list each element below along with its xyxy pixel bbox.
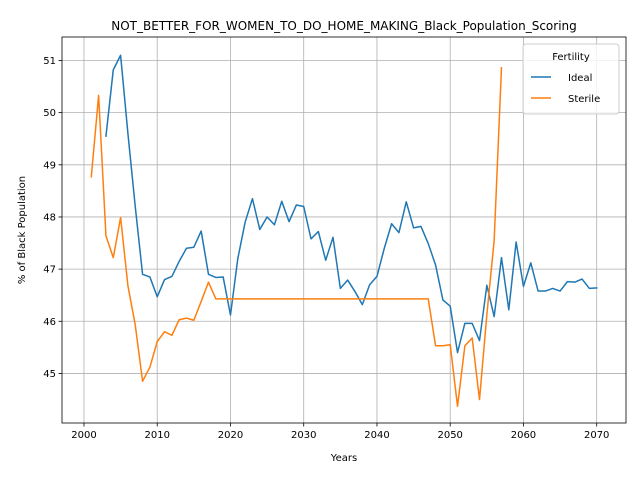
series-layer [90,54,598,408]
y-tick-label: 46 [43,317,56,328]
legend-box [522,43,620,115]
chart-title: NOT_BETTER_FOR_WOMEN_TO_DO_HOME_MAKING_B… [111,19,577,33]
y-axis-label: % of Black Population [17,176,28,284]
x-tick-label: 2010 [144,430,169,441]
x-tick-label: 2000 [71,430,96,441]
series-line-ideal [105,54,598,354]
x-tick-label: 2060 [511,430,536,441]
y-tick-label: 50 [43,108,56,119]
series-line-sterile [90,66,503,408]
y-tick-label: 48 [43,212,56,223]
legend: Fertility Ideal Sterile [522,43,620,115]
x-tick-label: 2070 [584,430,609,441]
x-axis-label: Years [330,453,357,464]
plot-frame [61,36,627,424]
y-axis: 45 46 47 48 49 50 51 [43,56,62,380]
legend-title: Fertility [552,52,590,63]
x-tick-label: 2050 [437,430,462,441]
y-tick-label: 49 [43,160,56,171]
x-tick-label: 2030 [291,430,316,441]
legend-label-ideal: Ideal [568,73,592,84]
x-tick-label: 2020 [218,430,243,441]
y-tick-label: 47 [43,265,56,276]
x-tick-label: 2040 [364,430,389,441]
x-axis: 2000 2010 2020 2030 2040 2050 2060 2070 [71,423,609,441]
y-tick-label: 51 [43,56,56,67]
grid [62,37,626,423]
y-tick-label: 45 [43,369,56,380]
legend-label-sterile: Sterile [568,94,600,105]
